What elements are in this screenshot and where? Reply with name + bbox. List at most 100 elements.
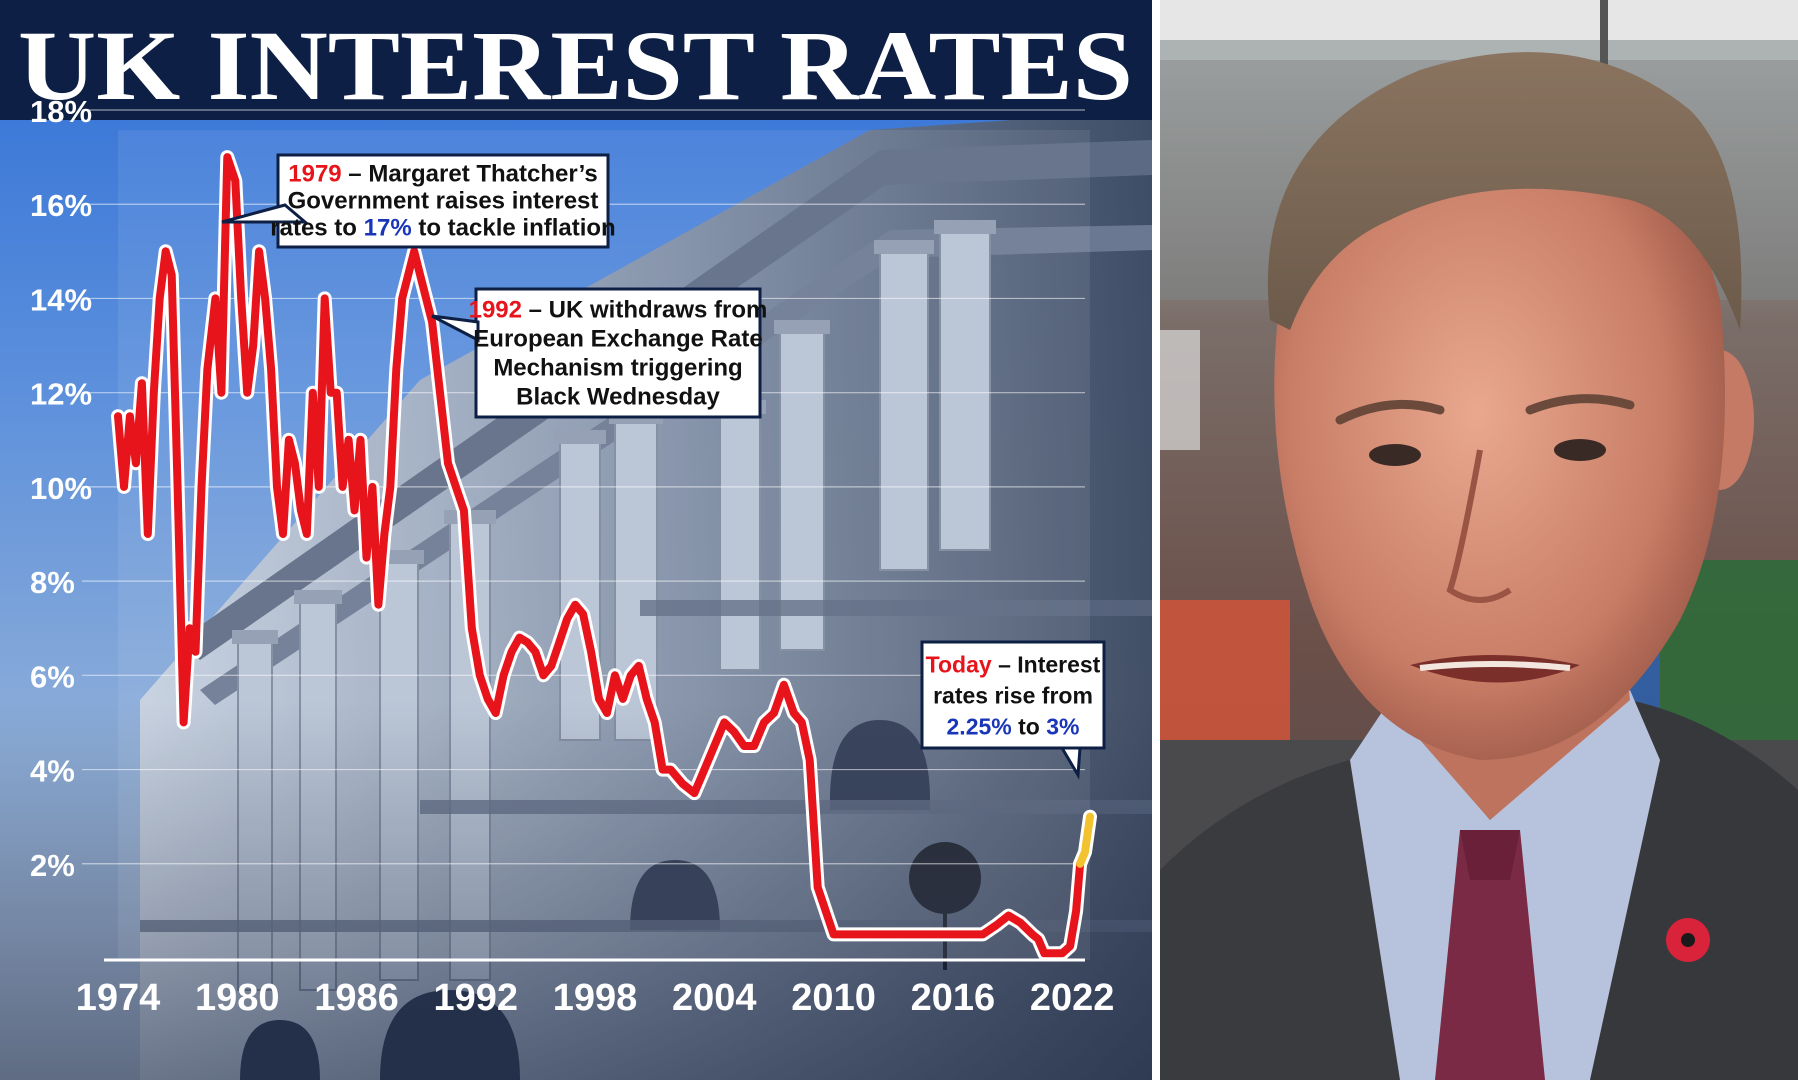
callout-box: [474, 287, 762, 419]
data-point: [145, 531, 151, 537]
data-point: [604, 710, 610, 716]
data-point: [612, 672, 618, 678]
data-point: [691, 790, 697, 796]
data-point: [127, 413, 133, 419]
callout-pointer: [431, 314, 480, 343]
data-point: [485, 696, 491, 702]
callout-line: European Exchange Rate: [473, 326, 762, 353]
data-point: [417, 272, 423, 278]
data-point: [369, 484, 375, 490]
data-point: [1067, 943, 1073, 949]
x-tick-label: 2010: [791, 977, 876, 1019]
data-point: [1082, 849, 1088, 855]
data-point: [399, 295, 405, 301]
callout-line: Black Wednesday: [516, 384, 720, 411]
data-point: [175, 484, 181, 490]
data-point: [204, 366, 210, 372]
data-point: [244, 390, 250, 396]
callout-text-segment: – Interest: [992, 652, 1101, 678]
data-point: [850, 931, 856, 937]
data-point: [1049, 950, 1055, 956]
data-point: [556, 639, 562, 645]
data-point: [994, 922, 1000, 928]
data-point: [115, 413, 121, 419]
data-point: [540, 672, 546, 678]
data-point: [387, 484, 393, 490]
data-point: [256, 248, 262, 254]
data-point: [328, 390, 334, 396]
data-point: [381, 531, 387, 537]
x-tick-label: 2004: [672, 977, 757, 1019]
data-point: [950, 931, 956, 937]
callout-line: 1992 – UK withdraws from: [469, 297, 768, 324]
callout-line: Mechanism triggering: [493, 355, 742, 382]
chart-panel: UK INTEREST RATES 2% 4% 6% 8% 10% 12% 14% 16% 18…: [0, 0, 1152, 1080]
data-point: [469, 625, 475, 631]
data-point: [292, 460, 298, 466]
callout-pointer: [1059, 746, 1082, 780]
callout-text-segment: rates to: [270, 215, 363, 242]
data-point: [298, 507, 304, 513]
data-point: [799, 719, 805, 725]
data-point: [358, 437, 364, 443]
data-point: [509, 649, 515, 655]
y-tick-label: 16%: [30, 188, 92, 223]
data-point: [721, 719, 727, 725]
callout-line: Government raises interest: [288, 188, 599, 215]
data-point: [741, 743, 747, 749]
data-point: [250, 343, 256, 349]
data-point: [815, 884, 821, 890]
data-point: [193, 649, 199, 655]
x-tick-label: 2022: [1030, 977, 1115, 1019]
data-point: [212, 295, 218, 301]
data-point: [139, 380, 145, 386]
callout-text-segment: 3%: [1046, 714, 1079, 740]
callout-text-segment: 1979: [288, 161, 341, 188]
data-point: [596, 696, 602, 702]
data-point: [375, 602, 381, 608]
panel-divider: [1152, 0, 1160, 1080]
callout-line: rates to 17% to tackle inflation: [270, 215, 615, 242]
data-point: [644, 696, 650, 702]
y-tick-label: 2%: [30, 848, 75, 883]
data-point: [429, 319, 435, 325]
data-point: [751, 743, 757, 749]
callout-text-segment: Today: [926, 652, 992, 678]
callout-text-segment: Black Wednesday: [516, 384, 720, 411]
data-point: [224, 154, 230, 160]
callout-text-segment: – UK withdraws from: [522, 297, 767, 324]
data-point: [548, 663, 554, 669]
callout-text-segment: 1992: [469, 297, 522, 324]
data-point: [268, 366, 274, 372]
data-point: [930, 931, 936, 937]
callout-text-segment: European Exchange Rate: [473, 326, 762, 353]
data-point: [711, 743, 717, 749]
callout-text-segment: Mechanism triggering: [493, 355, 742, 382]
data-point: [393, 366, 399, 372]
x-tick-label: 1998: [553, 977, 638, 1019]
data-point: [580, 611, 586, 617]
data-point: [445, 460, 451, 466]
data-point: [286, 437, 292, 443]
data-point: [761, 719, 767, 725]
callout-box: [276, 153, 610, 249]
data-point: [1073, 908, 1079, 914]
callout-text-segment: to: [1012, 714, 1047, 740]
data-point: [731, 729, 737, 735]
data-point: [437, 390, 443, 396]
data-point: [405, 272, 411, 278]
data-point: [1035, 936, 1041, 942]
data-point: [157, 295, 163, 301]
data-point: [238, 295, 244, 301]
data-point: [652, 719, 658, 725]
callout-text-segment: rates rise from: [933, 683, 1093, 709]
data-point: [1017, 920, 1023, 926]
data-point: [660, 767, 666, 773]
data-point: [870, 931, 876, 937]
data-point: [322, 295, 328, 301]
callout-line: 2.25% to 3%: [947, 714, 1080, 740]
data-point: [280, 531, 286, 537]
data-point: [1006, 913, 1012, 919]
data-point: [274, 484, 280, 490]
